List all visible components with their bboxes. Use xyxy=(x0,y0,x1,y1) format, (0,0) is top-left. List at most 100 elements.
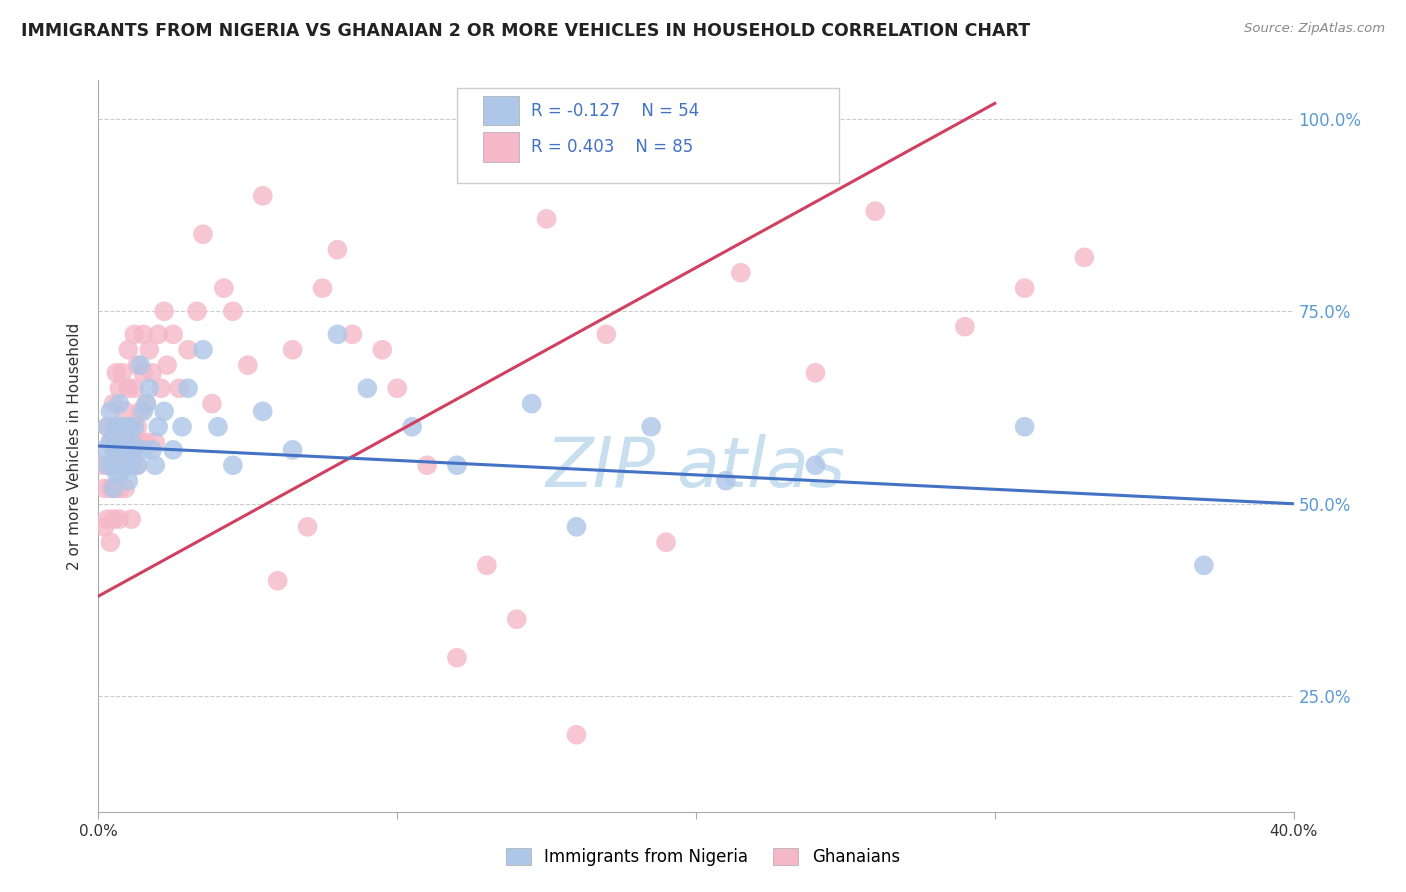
FancyBboxPatch shape xyxy=(457,87,839,183)
Point xyxy=(90,458,112,473)
Point xyxy=(96,458,118,473)
Point xyxy=(96,458,118,473)
Point xyxy=(117,343,139,357)
Point xyxy=(148,419,170,434)
Point xyxy=(103,458,125,473)
Point xyxy=(105,466,128,480)
Point xyxy=(114,458,136,473)
Point xyxy=(120,435,142,450)
Point xyxy=(475,558,498,573)
Point xyxy=(191,227,214,242)
Point xyxy=(114,435,136,450)
Text: R = -0.127    N = 54: R = -0.127 N = 54 xyxy=(531,102,699,120)
Point xyxy=(865,204,887,219)
Point xyxy=(108,397,131,411)
Point xyxy=(105,419,128,434)
Point xyxy=(129,358,152,372)
Point xyxy=(103,442,125,457)
Point xyxy=(236,358,259,372)
Point xyxy=(132,366,155,380)
Point xyxy=(111,419,134,434)
Point xyxy=(93,520,115,534)
Point xyxy=(281,343,304,357)
Point xyxy=(124,419,146,434)
Point xyxy=(1014,419,1036,434)
Point xyxy=(730,266,752,280)
Point xyxy=(124,327,146,342)
Point xyxy=(103,397,125,411)
Point xyxy=(120,419,142,434)
Point xyxy=(520,397,543,411)
Point xyxy=(117,458,139,473)
Point xyxy=(132,404,155,418)
Point xyxy=(595,327,617,342)
Point xyxy=(108,381,131,395)
Point xyxy=(111,366,134,380)
Point xyxy=(150,381,173,395)
Point xyxy=(108,512,131,526)
Point xyxy=(342,327,364,342)
Point xyxy=(98,535,122,549)
Point xyxy=(297,520,319,534)
Point xyxy=(132,327,155,342)
Point xyxy=(207,419,229,434)
Point xyxy=(117,442,139,457)
Point xyxy=(124,381,146,395)
Point xyxy=(281,442,304,457)
Point xyxy=(186,304,208,318)
Point xyxy=(105,419,128,434)
Point xyxy=(93,442,115,457)
Point xyxy=(326,327,349,342)
Point xyxy=(1192,558,1215,573)
Point xyxy=(98,404,122,418)
Point xyxy=(127,358,149,372)
Point xyxy=(143,458,166,473)
Point xyxy=(252,404,274,418)
Point xyxy=(135,397,157,411)
Point xyxy=(177,381,200,395)
Point xyxy=(117,419,139,434)
Point xyxy=(132,442,155,457)
Point xyxy=(127,419,149,434)
Point xyxy=(135,435,157,450)
Point xyxy=(120,458,142,473)
Point xyxy=(98,435,122,450)
Text: IMMIGRANTS FROM NIGERIA VS GHANAIAN 2 OR MORE VEHICLES IN HOUSEHOLD CORRELATION : IMMIGRANTS FROM NIGERIA VS GHANAIAN 2 OR… xyxy=(21,22,1031,40)
Point xyxy=(114,404,136,418)
Point xyxy=(326,243,349,257)
Point xyxy=(108,481,131,495)
Point xyxy=(141,366,163,380)
Point xyxy=(953,319,976,334)
Point xyxy=(105,458,128,473)
Point xyxy=(124,442,146,457)
Point xyxy=(98,481,122,495)
Point xyxy=(804,366,827,380)
Point xyxy=(98,435,122,450)
Point xyxy=(129,435,152,450)
Point xyxy=(565,728,588,742)
Point xyxy=(96,512,118,526)
Bar xyxy=(484,132,519,161)
Point xyxy=(103,481,125,495)
Point xyxy=(111,458,134,473)
Point xyxy=(120,458,142,473)
Point xyxy=(371,343,394,357)
Point xyxy=(356,381,378,395)
Point xyxy=(93,481,115,495)
Point xyxy=(127,458,149,473)
Point xyxy=(401,419,423,434)
Point xyxy=(222,304,245,318)
Point xyxy=(111,442,134,457)
Point xyxy=(114,435,136,450)
Point xyxy=(103,458,125,473)
Point xyxy=(252,188,274,202)
Point xyxy=(655,535,678,549)
Point xyxy=(212,281,235,295)
Point xyxy=(1014,281,1036,295)
Point xyxy=(156,358,179,372)
Y-axis label: 2 or more Vehicles in Household: 2 or more Vehicles in Household xyxy=(67,322,83,570)
Point xyxy=(103,512,125,526)
Text: Source: ZipAtlas.com: Source: ZipAtlas.com xyxy=(1244,22,1385,36)
Point xyxy=(135,397,157,411)
Point xyxy=(117,474,139,488)
